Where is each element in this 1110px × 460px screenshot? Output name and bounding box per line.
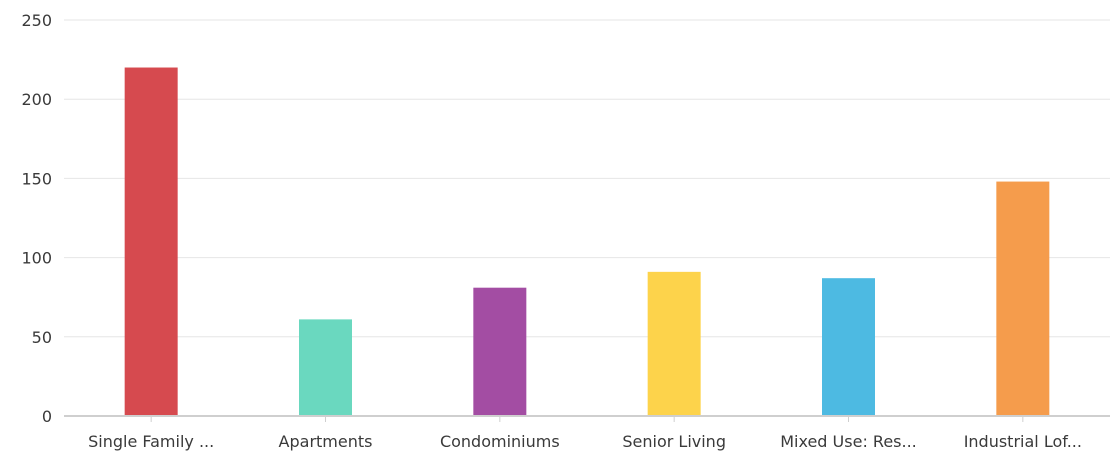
x-tick-label: Senior Living xyxy=(622,432,726,451)
y-tick-label: 0 xyxy=(42,407,52,426)
y-tick-label: 50 xyxy=(32,328,52,347)
x-axis-baseline xyxy=(64,415,1110,422)
y-tick-label: 150 xyxy=(21,169,52,188)
y-tick-label: 100 xyxy=(21,249,52,268)
y-axis: 0 50 100 150 200 250 xyxy=(21,11,52,426)
y-tick-label: 250 xyxy=(21,11,52,30)
bar-5[interactable] xyxy=(822,278,875,416)
x-tick-label: Industrial Lof... xyxy=(964,432,1082,451)
x-axis: Single Family ... Apartments Condominiums S… xyxy=(88,432,1082,451)
x-tick-label: Apartments xyxy=(279,432,373,451)
x-tick-label: Single Family ... xyxy=(88,432,214,451)
bar-2[interactable] xyxy=(299,319,352,416)
y-tick-label: 200 xyxy=(21,90,52,109)
bar-6[interactable] xyxy=(996,181,1050,416)
x-tick-label: Condominiums xyxy=(440,432,560,451)
gridlines xyxy=(64,19,1110,338)
bar-4[interactable] xyxy=(647,271,701,416)
bar-1[interactable] xyxy=(124,67,178,417)
bar-3[interactable] xyxy=(473,287,527,416)
x-tick-label: Mixed Use: Res... xyxy=(780,432,917,451)
bars xyxy=(124,67,1050,417)
